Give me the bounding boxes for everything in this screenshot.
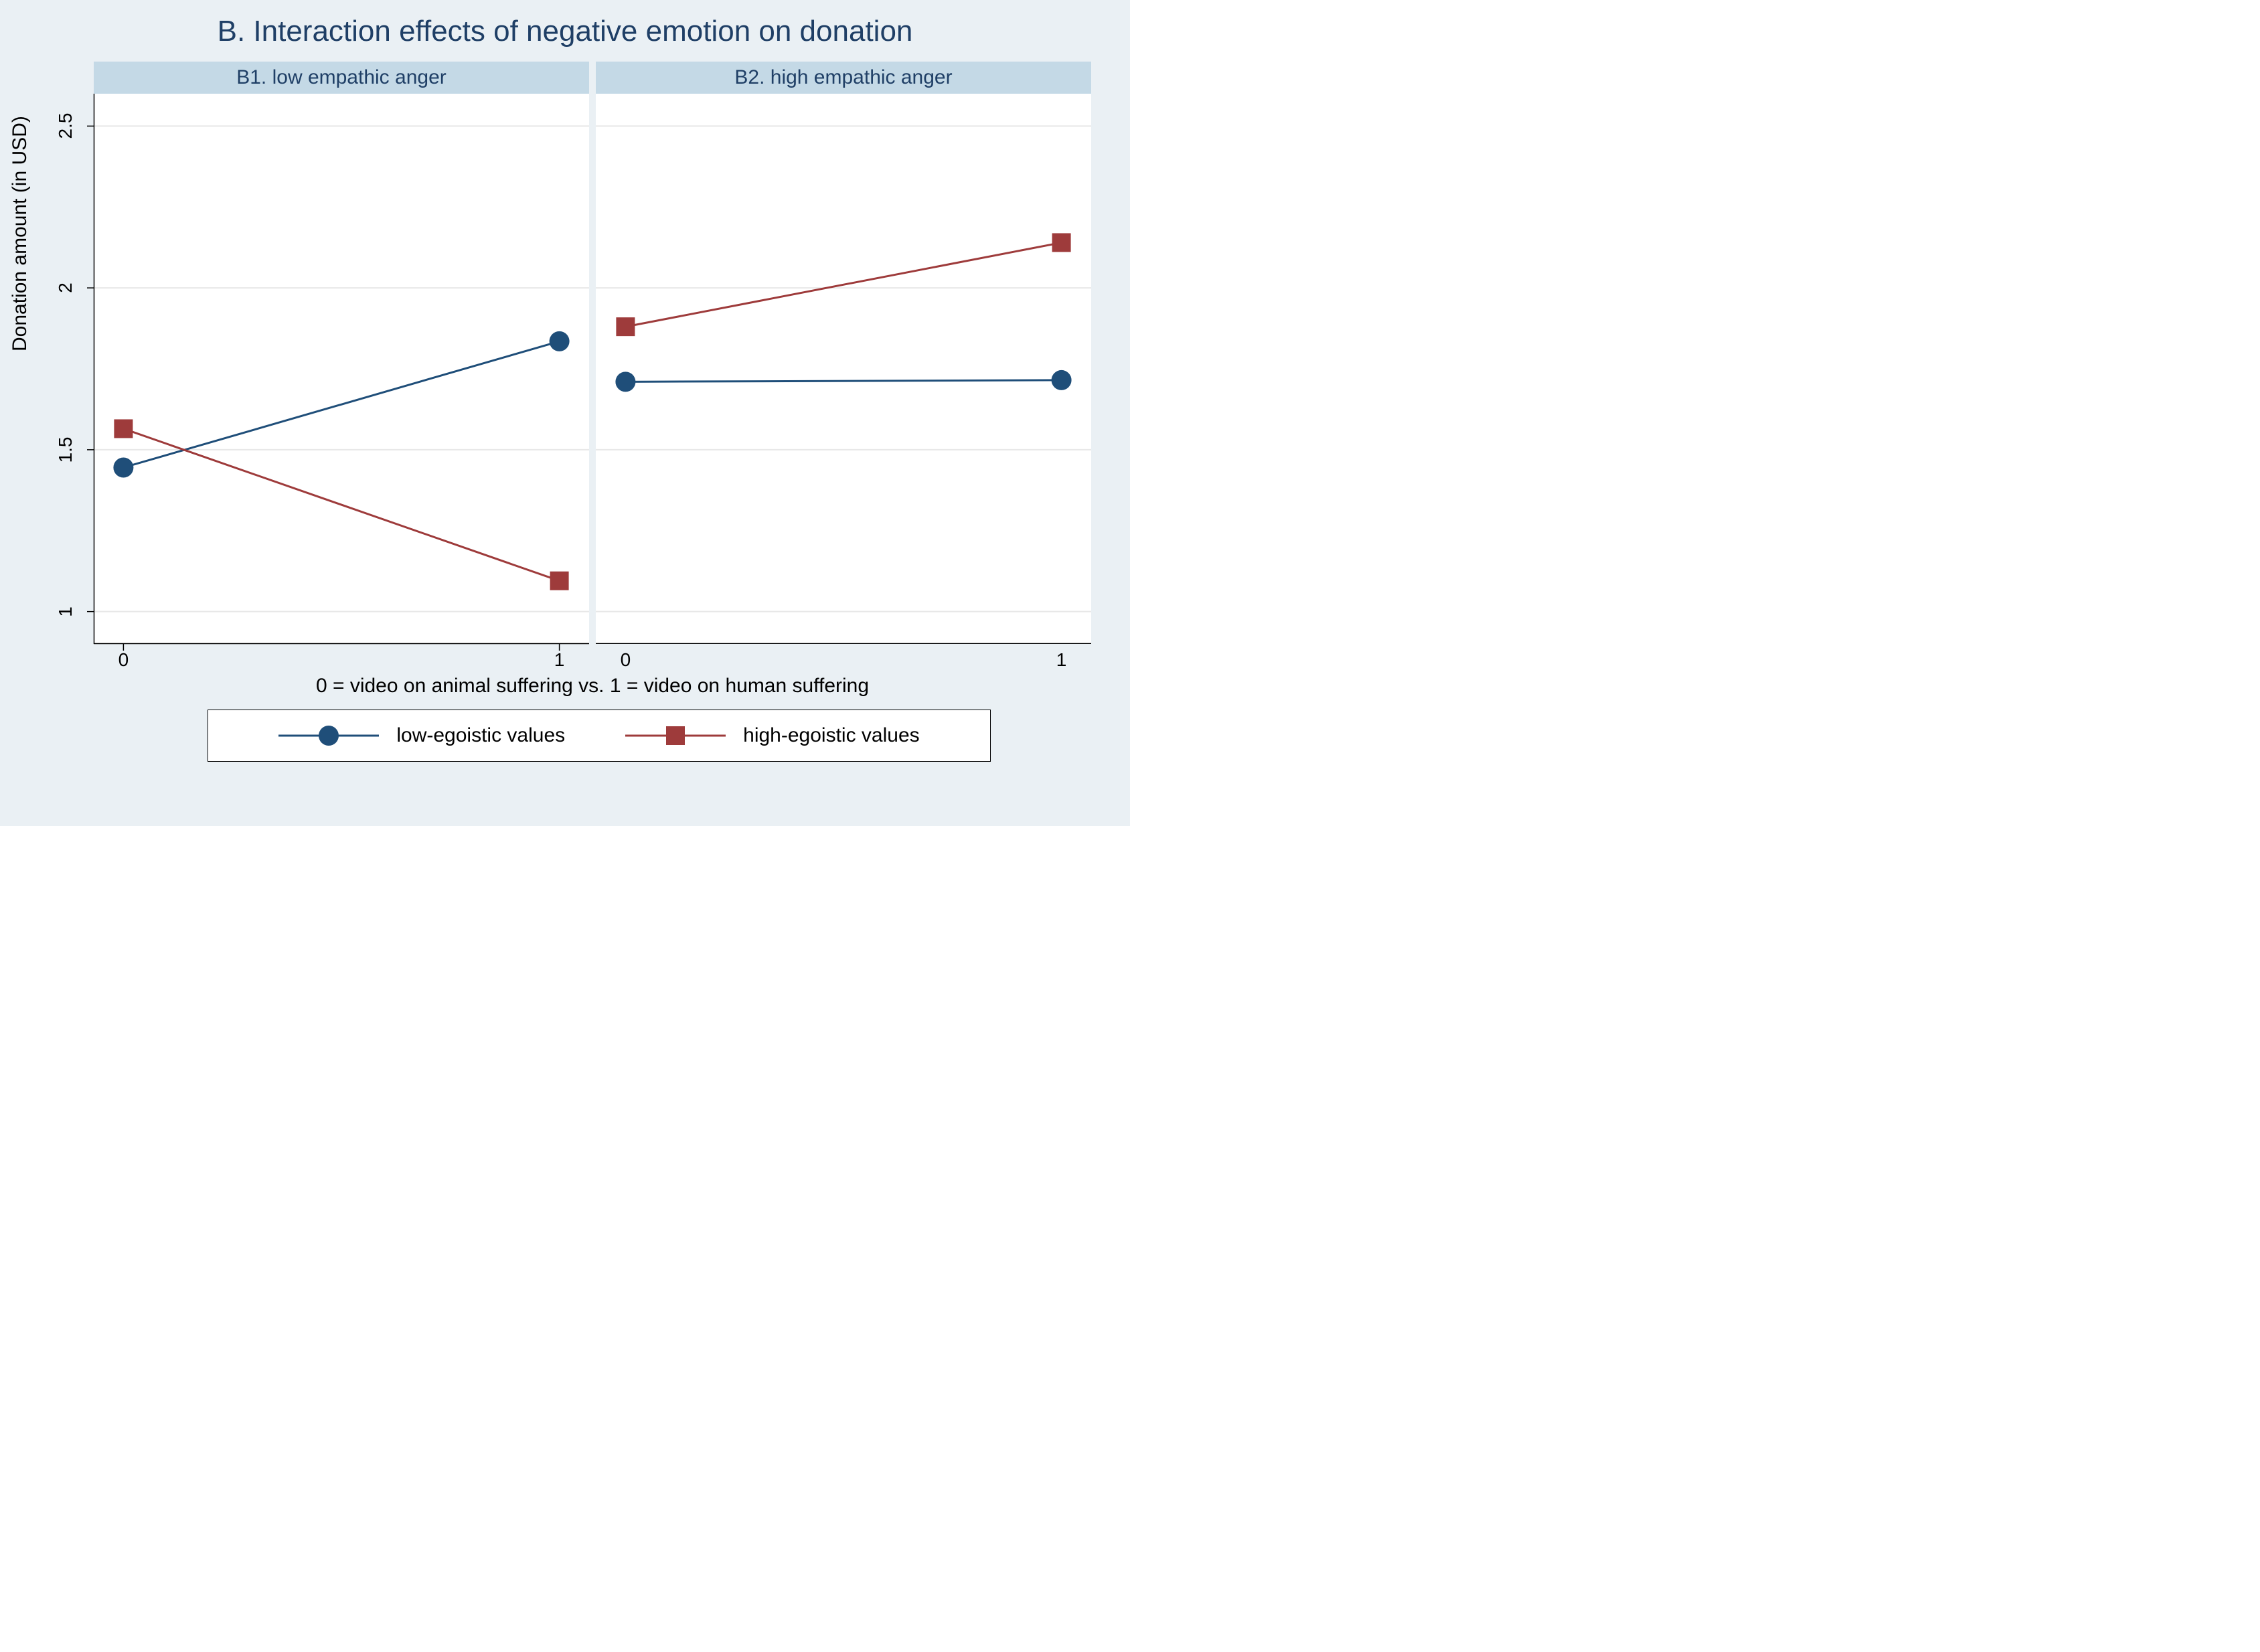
legend-label-high: high-egoistic values: [743, 724, 919, 747]
legend: low-egoistic values high-egoistic values: [208, 710, 991, 762]
x-tick-label: 0: [110, 649, 137, 671]
plot-area: 01: [94, 94, 589, 644]
panel: B1. low empathic anger01: [94, 62, 589, 644]
legend-swatch-high: [625, 722, 726, 749]
y-tick-label: 2: [55, 268, 76, 308]
x-axis-label: 0 = video on animal suffering vs. 1 = vi…: [94, 675, 1091, 697]
y-tick-label: 1: [55, 592, 76, 632]
x-tick-label: 1: [1048, 649, 1075, 671]
figure: B. Interaction effects of negative emoti…: [0, 0, 1130, 826]
x-tick-label: 1: [546, 649, 573, 671]
y-tick-label: 1.5: [55, 430, 76, 470]
legend-item-high: high-egoistic values: [625, 722, 919, 749]
plot-area: 01: [596, 94, 1091, 644]
chart-title: B. Interaction effects of negative emoti…: [0, 15, 1130, 48]
x-tick-label: 0: [612, 649, 639, 671]
y-axis-label: Donation amount (in USD): [9, 116, 31, 351]
panels-container: B1. low empathic anger01B2. high empathi…: [94, 62, 1091, 644]
panel: B2. high empathic anger01: [596, 62, 1091, 644]
legend-swatch-low: [278, 722, 379, 749]
panel-header: B1. low empathic anger: [94, 62, 589, 94]
legend-item-low: low-egoistic values: [278, 722, 565, 749]
legend-label-low: low-egoistic values: [396, 724, 565, 747]
panel-header: B2. high empathic anger: [596, 62, 1091, 94]
y-tick-label: 2.5: [55, 106, 76, 146]
